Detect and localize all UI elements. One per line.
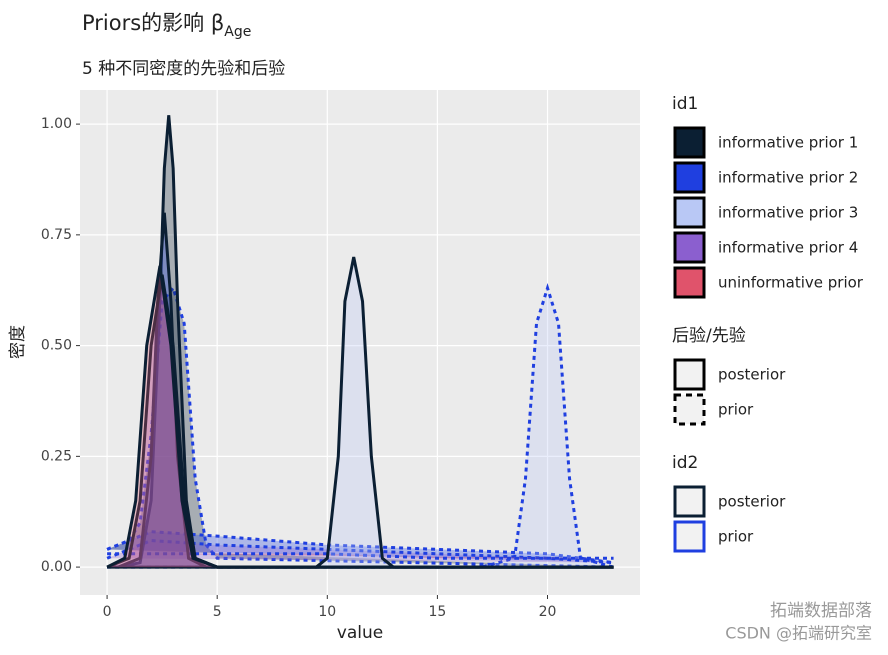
chart-title: Priors的影响 βAge: [82, 11, 251, 40]
y-tick-label: 0.00: [41, 559, 72, 575]
legend-key: [673, 196, 706, 229]
legend-key: [673, 126, 706, 159]
legend-key: [673, 161, 706, 194]
watermark: 拓端数据部落: [770, 601, 872, 621]
density-curve: [107, 282, 614, 569]
x-tick-label: 10: [318, 604, 336, 620]
x-tick-label: 5: [213, 604, 222, 620]
legend-key: [673, 231, 706, 264]
legend-label: posterior: [718, 493, 786, 511]
density-curve: [107, 552, 614, 560]
chart-subtitle: 5 种不同密度的先验和后验: [82, 59, 285, 79]
legend-key: [673, 520, 706, 553]
watermark: CSDN @拓端研究室: [725, 624, 872, 643]
legend-title: id1: [672, 94, 698, 114]
legend-label: posterior: [718, 366, 786, 384]
y-axis-label: 密度: [8, 325, 28, 359]
legend-label: informative prior 2: [718, 169, 858, 187]
legend-label: informative prior 4: [718, 239, 858, 257]
legend-title: id2: [672, 453, 698, 473]
x-tick-label: 15: [428, 604, 446, 620]
y-tick-label: 0.50: [41, 338, 72, 354]
y-tick-label: 0.25: [41, 448, 72, 464]
x-tick-label: 20: [539, 604, 557, 620]
legend-label: uninformative prior: [718, 274, 864, 292]
legend-label: informative prior 3: [718, 204, 858, 222]
density-curve: [106, 265, 614, 569]
y-tick-label: 0.75: [41, 227, 72, 243]
x-tick-label: 0: [103, 604, 112, 620]
legend-key: [673, 266, 706, 299]
legend-key: [673, 485, 706, 518]
density-curve: [107, 256, 614, 569]
y-tick-label: 1.00: [41, 116, 72, 132]
legend-title: 后验/先验: [672, 326, 746, 346]
x-axis-label: value: [337, 623, 383, 643]
legend-label: prior: [718, 401, 754, 419]
density-curve: [106, 284, 614, 569]
legend-label: informative prior 1: [718, 134, 858, 152]
density-curve: [117, 212, 614, 569]
legend-key: [673, 393, 706, 426]
legend-key: [673, 358, 706, 391]
legend-label: prior: [718, 528, 754, 546]
